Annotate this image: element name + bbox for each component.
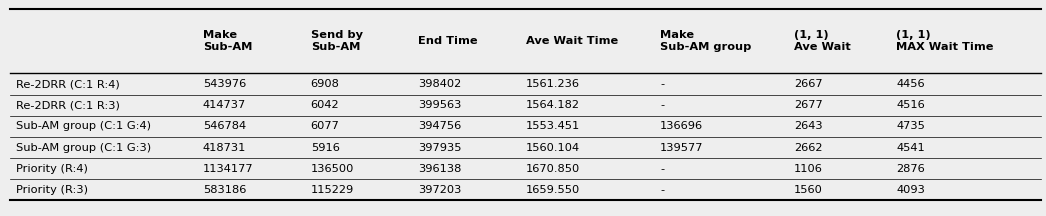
Text: Priority (R:3): Priority (R:3) — [16, 185, 88, 195]
Text: 583186: 583186 — [203, 185, 246, 195]
Text: -: - — [660, 79, 664, 89]
Text: 1564.182: 1564.182 — [526, 100, 581, 110]
Text: Priority (R:4): Priority (R:4) — [16, 164, 88, 174]
Text: -: - — [660, 100, 664, 110]
Text: 1106: 1106 — [794, 164, 823, 174]
Text: 543976: 543976 — [203, 79, 246, 89]
Text: 1670.850: 1670.850 — [526, 164, 581, 174]
Text: 4516: 4516 — [896, 100, 925, 110]
Text: 394756: 394756 — [418, 121, 461, 131]
Text: 139577: 139577 — [660, 143, 704, 152]
Text: (1, 1)
Ave Wait: (1, 1) Ave Wait — [794, 30, 850, 52]
Text: Sub-AM group (C:1 G:3): Sub-AM group (C:1 G:3) — [16, 143, 151, 152]
Text: 4093: 4093 — [896, 185, 926, 195]
Text: -: - — [660, 185, 664, 195]
Text: 1560.104: 1560.104 — [526, 143, 581, 152]
Text: 2662: 2662 — [794, 143, 822, 152]
Text: 399563: 399563 — [418, 100, 461, 110]
Text: 418731: 418731 — [203, 143, 246, 152]
Text: Make
Sub-AM: Make Sub-AM — [203, 30, 252, 52]
Text: Re-2DRR (C:1 R:4): Re-2DRR (C:1 R:4) — [16, 79, 119, 89]
Text: 4456: 4456 — [896, 79, 925, 89]
Text: -: - — [660, 164, 664, 174]
Text: 414737: 414737 — [203, 100, 246, 110]
Text: 546784: 546784 — [203, 121, 246, 131]
Text: 4735: 4735 — [896, 121, 926, 131]
Text: Send by
Sub-AM: Send by Sub-AM — [311, 30, 363, 52]
Text: 6077: 6077 — [311, 121, 340, 131]
Text: 1553.451: 1553.451 — [526, 121, 581, 131]
Text: 397935: 397935 — [418, 143, 462, 152]
Text: 6908: 6908 — [311, 79, 340, 89]
Text: Re-2DRR (C:1 R:3): Re-2DRR (C:1 R:3) — [16, 100, 119, 110]
Text: 115229: 115229 — [311, 185, 354, 195]
Text: 1561.236: 1561.236 — [526, 79, 581, 89]
Text: Make
Sub-AM group: Make Sub-AM group — [660, 30, 751, 52]
Text: 6042: 6042 — [311, 100, 339, 110]
Text: 5916: 5916 — [311, 143, 340, 152]
Text: 397203: 397203 — [418, 185, 461, 195]
Text: (1, 1)
MAX Wait Time: (1, 1) MAX Wait Time — [896, 30, 994, 52]
Text: 2643: 2643 — [794, 121, 822, 131]
Text: 2677: 2677 — [794, 100, 822, 110]
Text: End Time: End Time — [418, 36, 478, 46]
Text: 396138: 396138 — [418, 164, 461, 174]
Text: Sub-AM group (C:1 G:4): Sub-AM group (C:1 G:4) — [16, 121, 151, 131]
Text: Ave Wait Time: Ave Wait Time — [526, 36, 618, 46]
Text: 136696: 136696 — [660, 121, 703, 131]
Text: 4541: 4541 — [896, 143, 925, 152]
Text: 398402: 398402 — [418, 79, 461, 89]
Text: 1560: 1560 — [794, 185, 823, 195]
Text: 1659.550: 1659.550 — [526, 185, 581, 195]
Text: 2876: 2876 — [896, 164, 925, 174]
Text: 1134177: 1134177 — [203, 164, 253, 174]
Text: 2667: 2667 — [794, 79, 822, 89]
Text: 136500: 136500 — [311, 164, 354, 174]
